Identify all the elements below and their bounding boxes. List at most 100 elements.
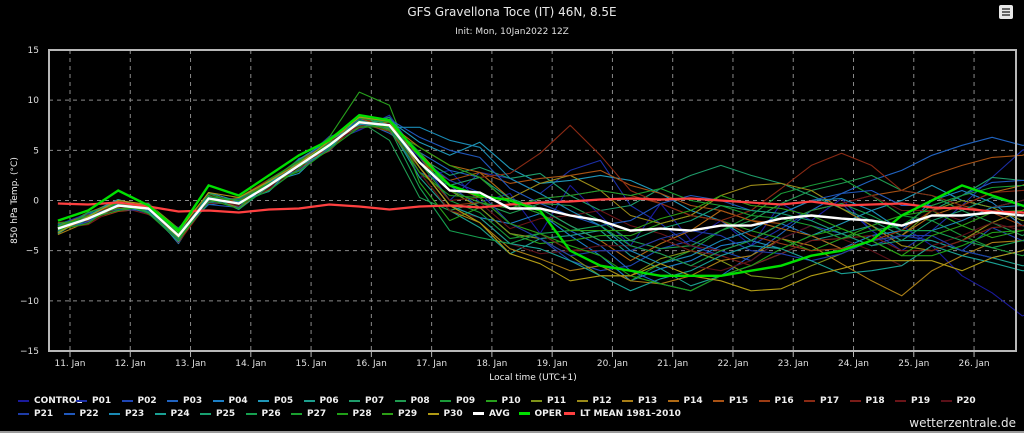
legend-swatch <box>121 399 133 402</box>
y-tick-label: 0 <box>33 197 39 207</box>
x-tick-label: 26. Jan <box>959 359 990 369</box>
x-axis-ticks: 11. Jan 12. Jan 13. Jan 14. Jan 15. Jan 16. J… <box>54 351 990 369</box>
legend-item-p10[interactable]: P10 <box>485 396 532 406</box>
x-tick-label: 13. Jan <box>175 359 206 369</box>
x-tick-label: 17. Jan <box>416 359 447 369</box>
hamburger-menu-icon[interactable] <box>999 5 1013 19</box>
legend-item-p26[interactable]: P26 <box>245 409 292 419</box>
legend-item-p23[interactable]: P23 <box>109 409 155 419</box>
legend-label: AVG <box>489 409 510 419</box>
legend-label: P19 <box>911 396 931 406</box>
legend-item-p03[interactable]: P03 <box>167 396 213 406</box>
member-line-control <box>57 118 1024 317</box>
legend-swatch <box>713 399 724 402</box>
legend-label: P10 <box>501 396 521 406</box>
legend-item-p08[interactable]: P08 <box>394 396 441 406</box>
legend-swatch <box>200 412 211 415</box>
legend-swatch <box>940 399 952 402</box>
legend-item-p16[interactable]: P16 <box>758 396 805 406</box>
legend-label: P11 <box>547 396 567 406</box>
legend-item-p01[interactable]: P01 <box>76 396 122 406</box>
legend-swatch <box>336 412 348 415</box>
legend-label: P27 <box>307 409 327 419</box>
legend-swatch <box>440 399 451 402</box>
legend-label: OPER <box>534 409 562 419</box>
legend-item-p06[interactable]: P06 <box>303 396 350 406</box>
legend-swatch <box>804 399 815 402</box>
legend-item-p13[interactable]: P13 <box>622 396 668 406</box>
legend-item-p27[interactable]: P27 <box>291 409 337 419</box>
x-tick-label: 19. Jan <box>537 359 568 369</box>
y-axis-ticks: 15 10 5 0 −5 −10 −15 <box>20 46 39 357</box>
legend-label: P18 <box>865 396 885 406</box>
legend-item-p17[interactable]: P17 <box>804 396 850 406</box>
legend-label: P13 <box>638 396 658 406</box>
legend-item-p24[interactable]: P24 <box>154 409 201 419</box>
legend-swatch <box>291 412 302 415</box>
x-tick-label: 14. Jan <box>235 359 266 369</box>
legend-item-p04[interactable]: P04 <box>212 396 259 406</box>
legend-label: P24 <box>170 409 190 419</box>
chart-title: GFS Gravellona Toce (IT) 46N, 8.5E <box>407 5 617 19</box>
oper-line <box>57 113 1024 277</box>
x-tick-label: 25. Jan <box>898 359 929 369</box>
legend-item-p02[interactable]: P02 <box>121 396 168 406</box>
series-lines <box>57 91 1024 317</box>
legend-label: P08 <box>410 396 430 406</box>
legend-swatch <box>485 399 497 402</box>
legend-item-p05[interactable]: P05 <box>258 396 304 406</box>
y-tick-label: 10 <box>28 96 40 106</box>
x-tick-label: 12. Jan <box>115 359 146 369</box>
legend-item-lt-mean-1981-2010[interactable]: LT MEAN 1981–2010 <box>564 409 681 419</box>
legend-item-p21[interactable]: P21 <box>18 409 64 419</box>
legend-label: P15 <box>729 396 749 406</box>
legend-label: P06 <box>319 396 339 406</box>
legend-label: P22 <box>79 409 99 419</box>
legend-label: P05 <box>274 396 294 406</box>
legend-item-p09[interactable]: P09 <box>440 396 486 406</box>
legend-item-avg[interactable]: AVG <box>473 409 519 419</box>
site-credit: wetterzentrale.de <box>909 416 1016 430</box>
legend-item-p28[interactable]: P28 <box>336 409 383 419</box>
x-axis-label: Local time (UTC+1) <box>489 373 577 383</box>
legend-label: P17 <box>820 396 840 406</box>
legend-swatch <box>394 399 406 402</box>
legend-item-p11[interactable]: P11 <box>531 396 577 406</box>
legend-label: P03 <box>183 396 203 406</box>
legend-label: P09 <box>456 396 476 406</box>
chart-plot: 15 10 5 0 −5 −10 −15 11. Jan 12. Jan 13. Jan 14. … <box>10 46 1024 383</box>
legend-swatch <box>18 412 29 415</box>
x-tick-label: 23. Jan <box>778 359 809 369</box>
x-tick-label: 24. Jan <box>838 359 869 369</box>
legend-item-p18[interactable]: P18 <box>849 396 896 406</box>
legend-item-p19[interactable]: P19 <box>895 396 941 406</box>
legend-label: P28 <box>352 409 372 419</box>
legend-swatch <box>849 399 861 402</box>
member-line-p21 <box>57 118 1024 262</box>
legend-label: P25 <box>216 409 236 419</box>
legend-row: CONTROL P01 P02 P03 P04 P05 P06 P07 P08 P09 P10 P11… <box>18 396 1018 409</box>
legend-item-p20[interactable]: P20 <box>940 396 987 406</box>
legend-swatch <box>18 399 29 402</box>
bottom-divider <box>0 431 1024 433</box>
legend-item-p29[interactable]: P29 <box>382 409 428 419</box>
legend-swatch <box>622 399 633 402</box>
x-tick-label: 18. Jan <box>476 359 507 369</box>
member-line-p30 <box>57 116 1024 292</box>
x-tick-label: 15. Jan <box>296 359 327 369</box>
legend-item-p30[interactable]: P30 <box>427 409 474 419</box>
legend-item-p15[interactable]: P15 <box>713 396 759 406</box>
legend-item-control[interactable]: CONTROL <box>18 396 82 406</box>
member-line-p12 <box>57 117 1024 252</box>
legend-swatch <box>895 399 906 402</box>
plot-frame <box>48 49 1017 352</box>
legend: CONTROL P01 P02 P03 P04 P05 P06 P07 P08 P09 P10 P11… <box>18 396 1018 422</box>
legend-item-oper[interactable]: OPER <box>518 409 565 419</box>
legend-item-p07[interactable]: P07 <box>349 396 395 406</box>
legend-item-p22[interactable]: P22 <box>63 409 110 419</box>
legend-item-p25[interactable]: P25 <box>200 409 246 419</box>
legend-item-p12[interactable]: P12 <box>576 396 623 406</box>
legend-swatch <box>427 412 439 415</box>
legend-item-p14[interactable]: P14 <box>667 396 714 406</box>
legend-label: P23 <box>125 409 145 419</box>
